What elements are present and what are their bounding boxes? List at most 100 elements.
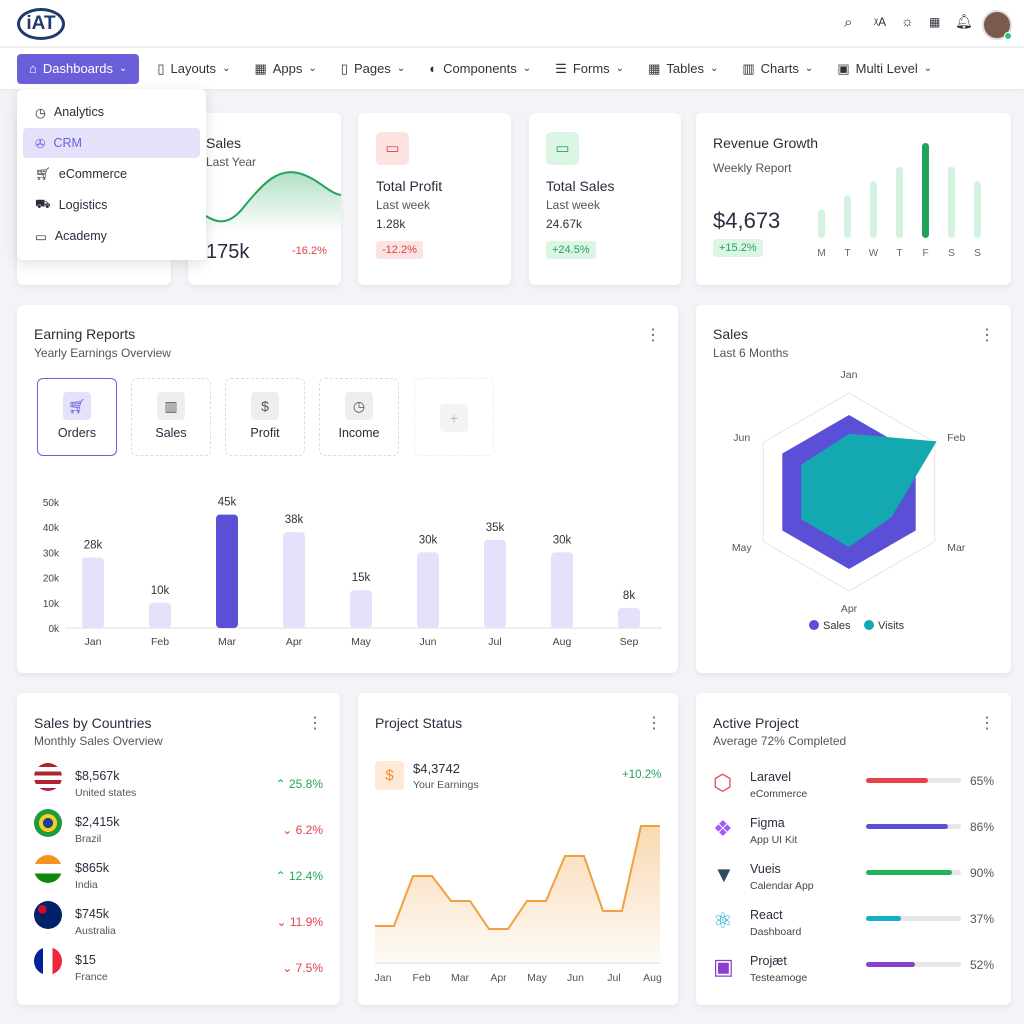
nav-forms[interactable]: ☰ Forms ⌄ <box>543 54 636 84</box>
country-row: $8,567k United states ⌃ 25.8% <box>17 763 340 803</box>
nav-components[interactable]: ◐ Components ⌄ <box>417 54 543 84</box>
card-title: Sales by Countries <box>34 715 152 731</box>
main-nav: ⌂ Dashboards ⌄ ▯ Layouts ⌄ ▦ Apps ⌄ ▯ Pages ⌄ ◐ Compo… <box>0 47 1024 89</box>
card-subtitle: Last week <box>546 198 601 212</box>
translate-icon[interactable]: ᵡA <box>874 15 887 29</box>
x-tick-label: Aug <box>643 972 662 984</box>
progress-fill <box>866 778 928 783</box>
sales-radar-card: Sales Last 6 Months ⋮ Jan Feb Mar Apr May Jun… <box>696 305 1011 673</box>
nav-multi-level[interactable]: ▣ Multi Level ⌄ <box>825 54 944 84</box>
more-options-icon[interactable]: ⋮ <box>307 715 323 732</box>
day-label: F <box>922 248 928 259</box>
multi-icon: ▣ <box>837 60 850 76</box>
radar-chart: Jan Feb Mar Apr May Jun Sales Visits <box>732 369 966 632</box>
project-name: Figma <box>750 816 785 830</box>
flag-icon <box>34 901 62 929</box>
bar-chart-icon: ▥ <box>157 392 185 420</box>
progress-percent: 37% <box>970 912 995 926</box>
x-tick-label: May <box>527 972 548 984</box>
nav-tables[interactable]: ▦ Tables ⌄ <box>636 54 730 84</box>
x-tick-label: Sep <box>620 636 639 648</box>
nav-layouts[interactable]: ▯ Layouts ⌄ <box>145 54 242 84</box>
qr-icon[interactable]: ▦ <box>929 15 941 29</box>
dropdown-item-crm[interactable]: ✇ CRM <box>23 128 200 158</box>
bar[interactable] <box>618 607 640 628</box>
more-options-icon[interactable]: ⋮ <box>646 715 662 732</box>
cart-icon: 🛒︎ <box>35 166 51 181</box>
x-tick-label: Jul <box>607 972 620 984</box>
chevron-down-icon: ⌄ <box>923 63 933 74</box>
search-icon[interactable]: ⌕ <box>844 14 853 31</box>
more-options-icon[interactable]: ⋮ <box>645 327 661 344</box>
truck-icon: ⛟ <box>35 197 51 211</box>
project-status-card: Project Status ⋮ $ $4,3742 Your Earnings… <box>358 693 678 1005</box>
dropdown-item-ecommerce[interactable]: 🛒︎ eCommerce <box>23 159 200 189</box>
more-options-icon[interactable]: ⋮ <box>979 327 995 344</box>
bar[interactable] <box>216 514 238 628</box>
country-value: $15 <box>75 953 96 967</box>
bar[interactable] <box>551 552 573 628</box>
country-change: ⌃ 12.4% <box>276 869 323 883</box>
more-options-icon[interactable]: ⋮ <box>979 715 995 732</box>
nav-dashboards[interactable]: ⌂ Dashboards ⌄ <box>17 53 140 84</box>
add-tab-button[interactable]: + <box>414 378 494 456</box>
nav-label: Layouts <box>170 61 217 76</box>
toggle-icon: ◐ <box>429 61 438 76</box>
project-sub: Testeamoge <box>750 972 808 984</box>
country-value: $745k <box>75 907 110 921</box>
legend-label: Sales <box>823 620 851 632</box>
country-name: India <box>75 879 98 891</box>
country-value: $2,415k <box>75 815 120 829</box>
logo[interactable]: iAT <box>17 8 65 40</box>
day-label: S <box>974 248 981 259</box>
project-row: ⬡ Laravel eCommerce 65% <box>696 768 1011 808</box>
sun-icon[interactable]: ☼ <box>901 13 914 29</box>
bar[interactable] <box>484 539 506 628</box>
top-header: iAT ⌕ ᵡA ☼ ▦ 🔔︎ <box>0 0 1024 46</box>
nav-charts[interactable]: ▥ Charts ⌄ <box>730 54 825 84</box>
x-tick-label: Mar <box>218 636 237 648</box>
country-change: ⌃ 25.8% <box>276 777 323 791</box>
project-sub: Dashboard <box>750 926 802 938</box>
layout-icon: ▯ <box>157 60 165 76</box>
bar[interactable] <box>149 602 171 628</box>
dropdown-item-logistics[interactable]: ⛟ Logistics <box>23 190 200 220</box>
bar[interactable] <box>350 590 372 628</box>
nav-pages[interactable]: ▯ Pages ⌄ <box>329 54 417 84</box>
bar[interactable] <box>283 532 305 628</box>
radar-axis-label: Jan <box>841 369 858 381</box>
card-title: Project Status <box>375 715 463 731</box>
tab-sales[interactable]: ▥ Sales <box>131 378 211 456</box>
change-value: 25.8% <box>288 777 323 791</box>
progress-fill <box>866 870 952 875</box>
bar[interactable] <box>82 557 104 628</box>
dropdown-item-analytics[interactable]: ◷ Analytics <box>23 97 200 127</box>
legend-dot <box>809 620 819 630</box>
day-label: S <box>948 248 955 259</box>
sales-sparkline <box>188 171 341 233</box>
nav-apps[interactable]: ▦ Apps ⌄ <box>242 54 328 84</box>
nav-label: Multi Level <box>855 61 918 76</box>
chevron-down-icon: ⌄ <box>396 63 406 74</box>
progress-bar <box>866 824 961 829</box>
home-icon: ⌂ <box>29 61 37 76</box>
day-label: M <box>817 248 825 259</box>
nav-label: Apps <box>272 61 303 76</box>
radar-series-visits[interactable] <box>801 433 937 547</box>
x-tick-label: Jul <box>488 636 501 648</box>
bar[interactable] <box>417 552 439 628</box>
x-tick-label: Jun <box>567 972 584 984</box>
dropdown-item-academy[interactable]: ▭ Academy <box>23 221 200 251</box>
progress-bar <box>866 778 961 783</box>
tab-profit[interactable]: $ Profit <box>225 378 305 456</box>
project-sub: Calendar App <box>750 880 814 892</box>
project-icon: ▣ <box>713 954 734 979</box>
bar-value-label: 38k <box>285 514 304 526</box>
bell-icon[interactable]: 🔔︎ <box>955 13 973 29</box>
y-tick-label: 0k <box>48 624 60 635</box>
tab-income[interactable]: ◷ Income <box>319 378 399 456</box>
tab-orders[interactable]: 🛒︎ Orders <box>37 378 117 456</box>
week-bar <box>922 143 929 238</box>
avatar[interactable] <box>982 10 1012 40</box>
earning-bar-chart: 0k 10k 20k 30k 40k 50k 28k Jan 10k Feb 45k Mar 38k Ap… <box>43 497 662 648</box>
